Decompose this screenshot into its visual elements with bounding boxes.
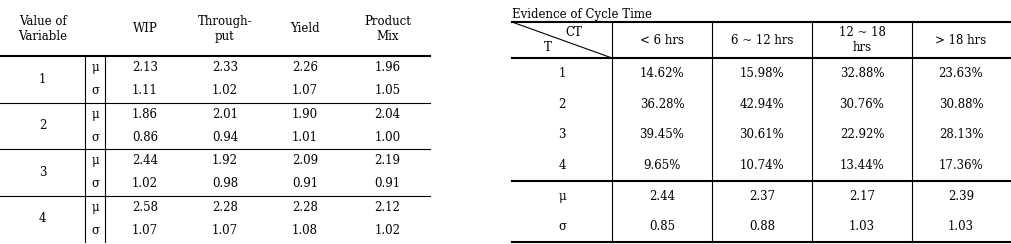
- Text: 13.44%: 13.44%: [839, 159, 884, 172]
- Text: 1: 1: [38, 73, 47, 86]
- Text: μ: μ: [91, 108, 99, 121]
- Text: 4: 4: [38, 212, 47, 225]
- Text: 1.07: 1.07: [131, 224, 158, 237]
- Text: 1.96: 1.96: [374, 61, 400, 74]
- Text: 22.92%: 22.92%: [839, 128, 884, 141]
- Text: 0.98: 0.98: [211, 177, 238, 190]
- Text: 28.13%: 28.13%: [938, 128, 983, 141]
- Text: 2.12: 2.12: [374, 201, 400, 214]
- Text: μ: μ: [558, 190, 565, 203]
- Text: 1.92: 1.92: [211, 154, 238, 167]
- Text: σ: σ: [91, 224, 99, 237]
- Text: 0.91: 0.91: [291, 177, 317, 190]
- Text: 2.33: 2.33: [211, 61, 238, 74]
- Text: 2.39: 2.39: [947, 190, 974, 203]
- Text: 0.94: 0.94: [211, 131, 238, 144]
- Text: Evidence of Cycle Time: Evidence of Cycle Time: [512, 8, 651, 21]
- Text: 1.02: 1.02: [374, 224, 400, 237]
- Text: 2.26: 2.26: [292, 61, 317, 74]
- Text: μ: μ: [91, 154, 99, 167]
- Text: 3: 3: [558, 128, 565, 141]
- Text: σ: σ: [91, 84, 99, 97]
- Text: 2.17: 2.17: [848, 190, 875, 203]
- Text: Value of
Variable: Value of Variable: [18, 15, 67, 43]
- Text: 10.74%: 10.74%: [739, 159, 784, 172]
- Text: Yield: Yield: [290, 22, 319, 35]
- Text: μ: μ: [91, 201, 99, 214]
- Text: 1.86: 1.86: [131, 108, 158, 121]
- Text: 2: 2: [558, 98, 565, 111]
- Text: 0.86: 0.86: [131, 131, 158, 144]
- Text: 2.28: 2.28: [292, 201, 317, 214]
- Text: 2.19: 2.19: [374, 154, 400, 167]
- Text: 23.63%: 23.63%: [937, 67, 983, 80]
- Text: 42.94%: 42.94%: [739, 98, 784, 111]
- Text: 1.05: 1.05: [374, 84, 400, 97]
- Text: 2: 2: [38, 119, 47, 132]
- Text: 39.45%: 39.45%: [639, 128, 683, 141]
- Text: 1: 1: [558, 67, 565, 80]
- Text: μ: μ: [91, 61, 99, 74]
- Text: 1.02: 1.02: [211, 84, 238, 97]
- Text: 0.91: 0.91: [374, 177, 400, 190]
- Text: Product
Mix: Product Mix: [364, 15, 410, 43]
- Text: 4: 4: [558, 159, 565, 172]
- Text: T: T: [544, 41, 551, 54]
- Text: 1.02: 1.02: [131, 177, 158, 190]
- Text: 9.65%: 9.65%: [643, 159, 680, 172]
- Text: 1.07: 1.07: [291, 84, 317, 97]
- Text: 2.44: 2.44: [131, 154, 158, 167]
- Text: 1.90: 1.90: [291, 108, 317, 121]
- Text: 2.37: 2.37: [748, 190, 774, 203]
- Text: 2.04: 2.04: [374, 108, 400, 121]
- Text: 30.76%: 30.76%: [839, 98, 884, 111]
- Text: 36.28%: 36.28%: [639, 98, 683, 111]
- Text: < 6 hrs: < 6 hrs: [639, 33, 683, 47]
- Text: 3: 3: [38, 166, 47, 179]
- Text: 2.09: 2.09: [291, 154, 317, 167]
- Text: 0.85: 0.85: [648, 220, 674, 233]
- Text: 2.58: 2.58: [131, 201, 158, 214]
- Text: Through-
put: Through- put: [197, 15, 252, 43]
- Text: 2.44: 2.44: [648, 190, 674, 203]
- Text: WIP: WIP: [132, 22, 158, 35]
- Text: σ: σ: [91, 177, 99, 190]
- Text: 6 ~ 12 hrs: 6 ~ 12 hrs: [730, 33, 793, 47]
- Text: 1.03: 1.03: [848, 220, 875, 233]
- Text: CT: CT: [565, 26, 582, 39]
- Text: 1.11: 1.11: [131, 84, 158, 97]
- Text: 30.88%: 30.88%: [938, 98, 983, 111]
- Text: σ: σ: [91, 131, 99, 144]
- Text: 15.98%: 15.98%: [739, 67, 784, 80]
- Text: 1.03: 1.03: [947, 220, 974, 233]
- Text: 12 ~ 18
hrs: 12 ~ 18 hrs: [838, 26, 885, 54]
- Text: 1.08: 1.08: [292, 224, 317, 237]
- Text: 14.62%: 14.62%: [639, 67, 683, 80]
- Text: 1.00: 1.00: [374, 131, 400, 144]
- Text: 0.88: 0.88: [748, 220, 774, 233]
- Text: 2.01: 2.01: [211, 108, 238, 121]
- Text: 17.36%: 17.36%: [937, 159, 983, 172]
- Text: 1.07: 1.07: [211, 224, 238, 237]
- Text: 30.61%: 30.61%: [739, 128, 784, 141]
- Text: > 18 hrs: > 18 hrs: [934, 33, 986, 47]
- Text: 32.88%: 32.88%: [839, 67, 884, 80]
- Text: 1.01: 1.01: [292, 131, 317, 144]
- Text: σ: σ: [557, 220, 565, 233]
- Text: 2.28: 2.28: [212, 201, 238, 214]
- Text: 2.13: 2.13: [131, 61, 158, 74]
